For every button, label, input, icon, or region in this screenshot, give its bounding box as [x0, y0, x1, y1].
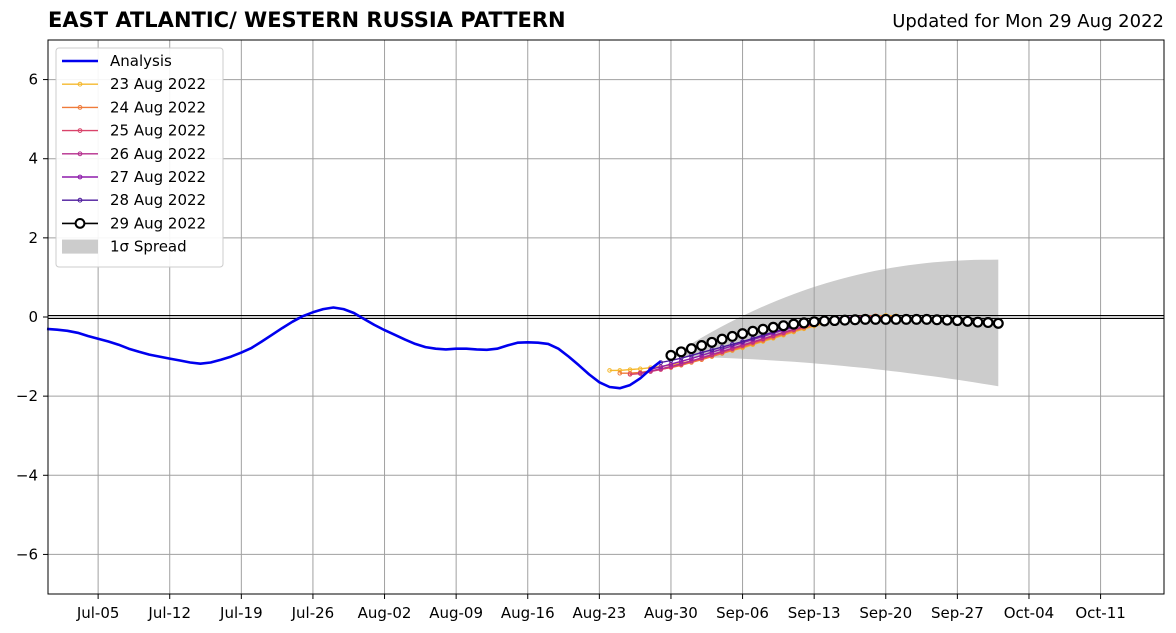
- main-forecast-point: [910, 313, 922, 325]
- forecast-point: [617, 370, 623, 376]
- x-tick-label: Oct-11: [1075, 604, 1125, 622]
- main-forecast-point: [829, 315, 841, 327]
- main-forecast-point: [962, 315, 974, 327]
- legend-label: 24 Aug 2022: [110, 98, 206, 116]
- main-forecast-point: [921, 313, 933, 325]
- legend-marker: [77, 151, 83, 157]
- x-tick-label: Aug-16: [501, 604, 555, 622]
- legend-swatch: [62, 239, 98, 254]
- main-forecast-point: [747, 325, 759, 337]
- x-tick-label: Sep-20: [859, 604, 912, 622]
- x-tick-label: Sep-13: [788, 604, 841, 622]
- main-forecast-point: [859, 313, 871, 325]
- analysis-line: [46, 306, 662, 390]
- main-forecast-point: [675, 346, 687, 358]
- main-forecast-point: [818, 315, 830, 327]
- x-tick-label: Oct-04: [1004, 604, 1054, 622]
- main-forecast-point: [982, 317, 994, 329]
- forecast-point: [740, 339, 745, 344]
- legend-label: 1σ Spread: [110, 238, 187, 256]
- main-forecast-point: [992, 317, 1004, 329]
- main-forecast-point: [870, 313, 882, 325]
- x-tick-label: Jul-19: [219, 604, 263, 622]
- main-forecast-point: [685, 343, 697, 355]
- main-forecast-point: [951, 315, 963, 327]
- legend-label: 27 Aug 2022: [110, 168, 206, 186]
- series-layer: [46, 306, 1004, 390]
- forecast-point: [709, 347, 715, 353]
- y-tick-label: 2: [28, 229, 38, 247]
- main-forecast-point: [798, 317, 810, 329]
- x-tick-label: Jul-12: [147, 604, 191, 622]
- forecast-point: [699, 353, 704, 358]
- main-forecast-point: [880, 313, 892, 325]
- legend-label: 28 Aug 2022: [110, 191, 206, 209]
- main-forecast-point: [839, 314, 851, 326]
- legend-box: [55, 47, 224, 268]
- chart-title: EAST ATLANTIC/ WESTERN RUSSIA PATTERN: [48, 8, 566, 32]
- x-tick-label: Aug-02: [358, 604, 412, 622]
- y-tick-label: −6: [16, 545, 38, 563]
- forecast-point: [730, 342, 735, 347]
- main-forecast-point: [900, 313, 912, 325]
- legend-marker: [77, 197, 83, 203]
- main-forecast-point: [849, 314, 861, 326]
- legend-label: 25 Aug 2022: [110, 122, 206, 140]
- legend-marker: [77, 105, 83, 110]
- main-forecast-point: [696, 339, 708, 351]
- forecast-point: [719, 344, 725, 350]
- main-forecast-point: [931, 314, 943, 326]
- main-forecast-point: [665, 349, 677, 361]
- legend-label: 26 Aug 2022: [110, 145, 206, 163]
- forecast-point: [658, 364, 664, 370]
- legend: Analysis 23 Aug 2022 24 Aug 2022 25 Aug 202…: [55, 47, 224, 268]
- main-forecast-point: [941, 314, 953, 326]
- main-forecast-point: [716, 333, 728, 345]
- x-tick-label: Aug-09: [429, 604, 483, 622]
- y-tick-label: 6: [28, 71, 38, 89]
- legend-marker: [77, 174, 83, 180]
- main-forecast-point: [788, 318, 800, 330]
- x-tick-label: Aug-23: [572, 604, 626, 622]
- main-forecast-point: [808, 316, 820, 328]
- x-tick-label: Jul-05: [76, 604, 120, 622]
- forecast-point: [607, 368, 612, 373]
- forecast-point: [637, 370, 643, 376]
- forecast-point: [617, 368, 623, 373]
- legend-label: 23 Aug 2022: [110, 75, 206, 93]
- main-forecast-point: [777, 320, 789, 332]
- y-tick-label: 0: [28, 308, 38, 326]
- x-tick-label: Sep-27: [931, 604, 984, 622]
- main-forecast-point: [972, 316, 984, 328]
- y-tick-label: −2: [16, 387, 38, 405]
- legend-marker: [74, 218, 86, 229]
- chart-subtitle: Updated for Mon 29 Aug 2022: [892, 11, 1164, 32]
- main-forecast-point: [726, 330, 738, 342]
- x-tick-label: Sep-06: [716, 604, 769, 622]
- legend-marker: [77, 128, 83, 134]
- main-forecast-point: [767, 321, 779, 333]
- x-tick-label: Aug-30: [644, 604, 698, 622]
- legend-label: 29 Aug 2022: [110, 214, 206, 232]
- main-forecast-point: [890, 313, 902, 325]
- y-tick-label: −4: [16, 466, 38, 484]
- legend-label: Analysis: [110, 52, 172, 70]
- forecast-point: [627, 372, 633, 377]
- axis-layer: Jul-05 Jul-12 Jul-19 Jul-26 Aug-02 Aug-09 Aug-…: [16, 39, 1165, 622]
- main-forecast-point: [757, 323, 769, 335]
- y-tick-label: 4: [28, 150, 38, 168]
- legend-marker: [77, 81, 83, 87]
- main-forecast-point: [706, 336, 718, 348]
- main-forecast-point: [737, 328, 749, 340]
- x-tick-label: Jul-26: [291, 604, 335, 622]
